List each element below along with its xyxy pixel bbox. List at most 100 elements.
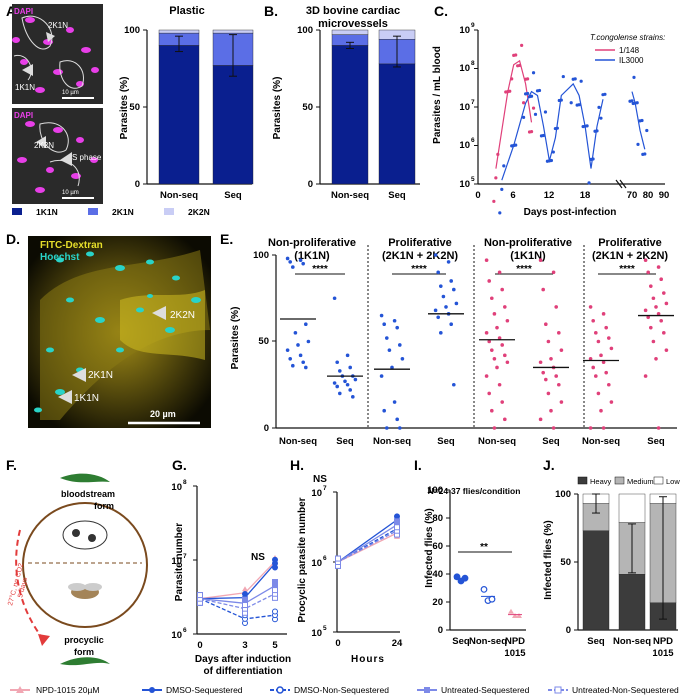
group-subtitle: (1K1N) [294, 250, 330, 262]
legend-swatch-medium [614, 476, 625, 485]
data-point [332, 381, 337, 385]
axes-i [446, 489, 526, 631]
tick-label: 50 [258, 336, 269, 347]
data-point [557, 382, 561, 387]
data-point [549, 357, 553, 361]
legend-swatch-low [653, 476, 664, 485]
stain-label: Hoechst [40, 252, 80, 263]
bars-b [331, 29, 416, 185]
stain-label: DAPI [14, 111, 33, 120]
data-point [640, 118, 644, 123]
data-point [454, 301, 459, 306]
micrograph-a2 [12, 108, 103, 204]
y-axis-label: Parasites (%) [272, 77, 283, 140]
trypanosome-icon [60, 473, 110, 483]
tick-label: 10 [459, 102, 470, 113]
tick-exponent: 5 [323, 625, 327, 632]
tick-exponent: 5 [471, 176, 475, 183]
y-axis-label: Procyclic parasite number [297, 497, 308, 622]
data-point [520, 43, 524, 48]
data-point [285, 256, 290, 261]
data-point [444, 305, 448, 309]
series-line [337, 519, 398, 563]
data-point [272, 587, 278, 594]
data-point [500, 400, 505, 404]
tick-label: 0 [438, 625, 443, 636]
x-axis-label: of differentiation [204, 666, 283, 677]
data-point [439, 331, 443, 335]
data-point [656, 426, 661, 430]
significance: **** [411, 264, 427, 275]
data-point [573, 77, 577, 81]
data-point [484, 258, 489, 262]
legend-swatch-2k2n [164, 208, 174, 215]
category-label: NPD [505, 636, 525, 647]
data-point [379, 374, 384, 378]
y-axis-label: Infected flies (%) [424, 508, 435, 587]
data-point [296, 343, 300, 347]
data-point [559, 98, 563, 102]
tick-label: 10 [171, 630, 182, 641]
data-point [436, 315, 441, 320]
category-label: Non-seq [373, 436, 411, 447]
bars-a [158, 29, 254, 185]
legend-label: Untreated-Sequestered [441, 685, 530, 695]
trypanosome-icon [60, 657, 110, 666]
data-point [301, 261, 306, 266]
data-point [643, 258, 648, 262]
data-point [385, 336, 389, 340]
data-point [541, 370, 545, 375]
data-point [503, 417, 507, 422]
data-point [351, 395, 355, 399]
legend-swatch-1k1n [12, 208, 22, 215]
chart-title: microvessels [318, 18, 388, 30]
category-label: Non-seq [331, 190, 369, 201]
data-point [595, 129, 599, 133]
y-axis-label: Parasites / mL blood [432, 46, 443, 144]
x-axis-label: Days after induction [195, 654, 291, 665]
data-point [492, 199, 496, 203]
data-point [497, 382, 502, 387]
data-point [490, 296, 494, 301]
tick-label: 40 [432, 569, 443, 580]
data-point [436, 270, 441, 275]
tick-label: 10 [459, 140, 470, 151]
data-point [577, 103, 581, 107]
stage-label: form [74, 647, 94, 657]
category-label: Seq [388, 190, 406, 201]
tick-exponent: 6 [323, 555, 327, 562]
category-label: Seq [452, 636, 470, 647]
data-point [596, 391, 601, 396]
category-label: Seq [224, 190, 242, 201]
data-point [285, 348, 290, 352]
data-point [298, 353, 303, 358]
data-point [522, 101, 526, 105]
data-point [395, 417, 400, 422]
tick-exponent: 6 [183, 627, 187, 634]
data-point [591, 157, 595, 161]
category-label: NPD [653, 636, 673, 647]
category-label: Seq [437, 436, 455, 447]
scatter-e [280, 253, 674, 430]
tick-label: 90 [659, 190, 670, 201]
data-point [588, 357, 593, 361]
data-point [343, 379, 347, 384]
data-point [555, 126, 559, 130]
data-point [649, 325, 653, 330]
data-point [607, 382, 611, 387]
data-point [338, 369, 342, 373]
tick-label: 6 [510, 190, 515, 201]
series-line [199, 561, 276, 600]
tick-exponent: 7 [471, 99, 475, 106]
bars-j [582, 493, 677, 631]
data-point [656, 312, 661, 316]
stage-label: procyclic [64, 635, 104, 645]
annotation: 2K2N [170, 310, 195, 321]
annotation: S phase [72, 153, 102, 162]
data-point [242, 586, 248, 592]
data-point [298, 258, 303, 262]
tick-label: 80 [643, 190, 654, 201]
data-point [609, 400, 614, 404]
tick-label: 0 [308, 179, 313, 190]
tick-label: 10 [459, 179, 470, 190]
